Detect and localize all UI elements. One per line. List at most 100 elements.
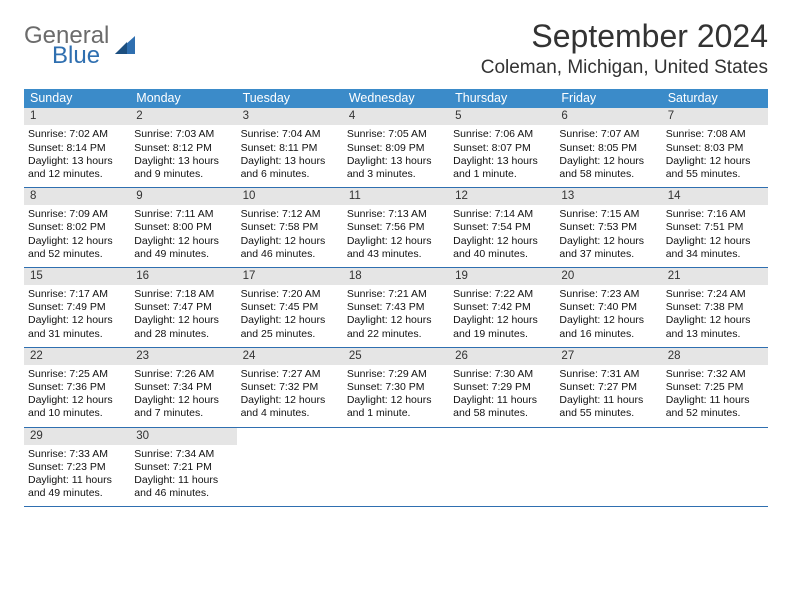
day-number: 20 [555,268,661,285]
day-cell: 6Sunrise: 7:07 AMSunset: 8:05 PMDaylight… [555,108,661,187]
sunset-line: Sunset: 7:42 PM [453,301,551,314]
sunset-line: Sunset: 7:23 PM [28,461,126,474]
location-subtitle: Coleman, Michigan, United States [481,57,768,79]
day-number: 8 [24,188,130,205]
daylight-line: Daylight: 13 hours and 1 minute. [453,155,551,181]
day-cell: 15Sunrise: 7:17 AMSunset: 7:49 PMDayligh… [24,268,130,347]
day-cell: 9 Sunrise: 7:11 AMSunset: 8:00 PMDaylight… [130,188,236,267]
sunrise-line: Sunrise: 7:33 AM [28,448,126,461]
daylight-line: Daylight: 12 hours and 34 minutes. [666,235,764,261]
day-number: 2 [130,108,236,125]
logo-text-block: General Blue [24,24,109,68]
day-number: 4 [343,108,449,125]
daylight-line: Daylight: 12 hours and 13 minutes. [666,314,764,340]
daylight-line: Daylight: 13 hours and 9 minutes. [134,155,232,181]
sunset-line: Sunset: 8:03 PM [666,142,764,155]
day-cell: 18Sunrise: 7:21 AMSunset: 7:43 PMDayligh… [343,268,449,347]
day-number: 9 [130,188,236,205]
day-cell: 22Sunrise: 7:25 AMSunset: 7:36 PMDayligh… [24,348,130,427]
daylight-line: Daylight: 12 hours and 4 minutes. [241,394,339,420]
day-number: 25 [343,348,449,365]
sunset-line: Sunset: 7:53 PM [559,221,657,234]
sunset-line: Sunset: 7:49 PM [28,301,126,314]
sunset-line: Sunset: 7:45 PM [241,301,339,314]
sunrise-line: Sunrise: 7:26 AM [134,368,232,381]
daylight-line: Daylight: 12 hours and 1 minute. [347,394,445,420]
day-cell: 5Sunrise: 7:06 AMSunset: 8:07 PMDaylight… [449,108,555,187]
weekday-label: Monday [130,89,236,108]
weekday-label: Sunday [24,89,130,108]
sunset-line: Sunset: 7:47 PM [134,301,232,314]
sunset-line: Sunset: 7:38 PM [666,301,764,314]
weekday-label: Tuesday [237,89,343,108]
day-cell: 7 Sunrise: 7:08 AMSunset: 8:03 PMDaylight… [662,108,768,187]
day-number: 6 [555,108,661,125]
sunset-line: Sunset: 7:21 PM [134,461,232,474]
title-block: September 2024 Coleman, Michigan, United… [481,18,768,79]
sunset-line: Sunset: 8:05 PM [559,142,657,155]
day-number: 30 [130,428,236,445]
daylight-line: Daylight: 11 hours and 46 minutes. [134,474,232,500]
daylight-line: Daylight: 11 hours and 49 minutes. [28,474,126,500]
day-number: 11 [343,188,449,205]
weekday-label: Friday [555,89,661,108]
daylight-line: Daylight: 12 hours and 49 minutes. [134,235,232,261]
sunset-line: Sunset: 7:27 PM [559,381,657,394]
week-row: 8Sunrise: 7:09 AMSunset: 8:02 PMDaylight… [24,188,768,268]
sunset-line: Sunset: 7:51 PM [666,221,764,234]
weekday-header-row: SundayMondayTuesdayWednesdayThursdayFrid… [24,89,768,108]
week-row: 29Sunrise: 7:33 AMSunset: 7:23 PMDayligh… [24,428,768,508]
day-number: 21 [662,268,768,285]
daylight-line: Daylight: 12 hours and 37 minutes. [559,235,657,261]
day-number: 23 [130,348,236,365]
daylight-line: Daylight: 12 hours and 16 minutes. [559,314,657,340]
sunset-line: Sunset: 7:40 PM [559,301,657,314]
daylight-line: Daylight: 12 hours and 22 minutes. [347,314,445,340]
daylight-line: Daylight: 12 hours and 55 minutes. [666,155,764,181]
calendar-page: General Blue September 2024 Coleman, Mic… [0,0,792,525]
day-cell: 19Sunrise: 7:22 AMSunset: 7:42 PMDayligh… [449,268,555,347]
sunset-line: Sunset: 8:07 PM [453,142,551,155]
weekday-label: Saturday [662,89,768,108]
daylight-line: Daylight: 11 hours and 58 minutes. [453,394,551,420]
month-title: September 2024 [481,18,768,55]
weeks-container: 1Sunrise: 7:02 AMSunset: 8:14 PMDaylight… [24,108,768,507]
day-cell: 16Sunrise: 7:18 AMSunset: 7:47 PMDayligh… [130,268,236,347]
day-cell: 24Sunrise: 7:27 AMSunset: 7:32 PMDayligh… [237,348,343,427]
day-number: 18 [343,268,449,285]
day-cell: 10Sunrise: 7:12 AMSunset: 7:58 PMDayligh… [237,188,343,267]
daylight-line: Daylight: 11 hours and 52 minutes. [666,394,764,420]
sunset-line: Sunset: 7:36 PM [28,381,126,394]
day-number: 27 [555,348,661,365]
sunset-line: Sunset: 8:02 PM [28,221,126,234]
sunrise-line: Sunrise: 7:17 AM [28,288,126,301]
daylight-line: Daylight: 12 hours and 58 minutes. [559,155,657,181]
day-number: 26 [449,348,555,365]
day-cell: 14Sunrise: 7:16 AMSunset: 7:51 PMDayligh… [662,188,768,267]
day-cell: 1Sunrise: 7:02 AMSunset: 8:14 PMDaylight… [24,108,130,187]
daylight-line: Daylight: 12 hours and 28 minutes. [134,314,232,340]
sunset-line: Sunset: 8:00 PM [134,221,232,234]
sunset-line: Sunset: 8:11 PM [241,142,339,155]
daylight-line: Daylight: 12 hours and 10 minutes. [28,394,126,420]
day-cell: 8Sunrise: 7:09 AMSunset: 8:02 PMDaylight… [24,188,130,267]
sunrise-line: Sunrise: 7:30 AM [453,368,551,381]
sunrise-line: Sunrise: 7:14 AM [453,208,551,221]
day-cell: 21Sunrise: 7:24 AMSunset: 7:38 PMDayligh… [662,268,768,347]
daylight-line: Daylight: 13 hours and 6 minutes. [241,155,339,181]
sunrise-line: Sunrise: 7:08 AM [666,128,764,141]
sunset-line: Sunset: 7:30 PM [347,381,445,394]
day-cell: 30Sunrise: 7:34 AMSunset: 7:21 PMDayligh… [130,428,236,507]
sunset-line: Sunset: 7:25 PM [666,381,764,394]
sunrise-line: Sunrise: 7:11 AM [134,208,232,221]
day-number: 17 [237,268,343,285]
day-number: 19 [449,268,555,285]
sunrise-line: Sunrise: 7:03 AM [134,128,232,141]
day-number: 7 [662,108,768,125]
day-number: 5 [449,108,555,125]
daylight-line: Daylight: 12 hours and 52 minutes. [28,235,126,261]
sunrise-line: Sunrise: 7:27 AM [241,368,339,381]
daylight-line: Daylight: 12 hours and 46 minutes. [241,235,339,261]
day-number: 1 [24,108,130,125]
sunrise-line: Sunrise: 7:21 AM [347,288,445,301]
